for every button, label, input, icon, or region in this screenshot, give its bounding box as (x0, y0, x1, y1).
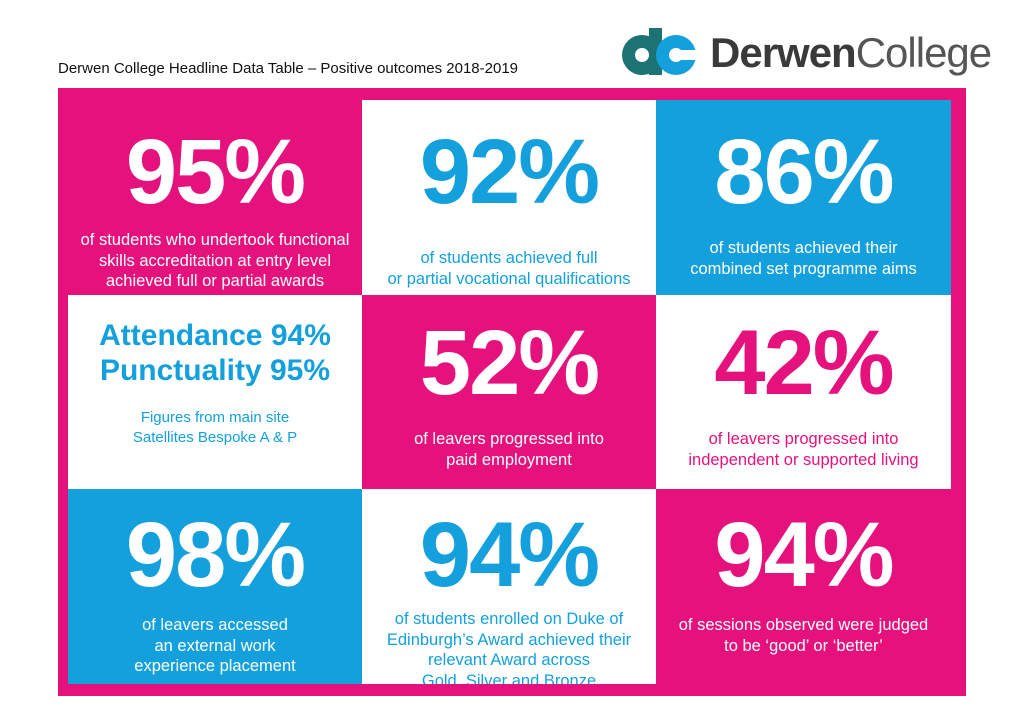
desc-line: independent or supported living (688, 450, 919, 469)
page-title: Derwen College Headline Data Table – Pos… (58, 60, 519, 77)
dc-logo-icon (622, 28, 698, 75)
college-logo: DerwenCollege (620, 28, 992, 78)
cell-paid-employment: 52% of leavers progressed into paid empl… (362, 295, 656, 489)
desc-line: skills accreditation at entry level (98, 251, 331, 270)
desc-line: of students achieved full (420, 249, 598, 267)
desc-line: of students achieved their (709, 239, 898, 257)
cell-duke-of-edinburgh: 94% of students enrolled on Duke of Edin… (362, 489, 656, 684)
stat-description: of leavers accessed an external work exp… (126, 615, 303, 677)
note-line: Figures from main site (140, 409, 290, 426)
desc-line: of leavers progressed into (708, 430, 899, 448)
desc-line: of leavers accessed (142, 616, 288, 634)
cell-work-experience: 98% of leavers accessed an external work… (68, 489, 362, 684)
desc-line: of leavers progressed into (414, 430, 604, 448)
cell-functional-skills: 95% of students who undertook functional… (68, 100, 362, 295)
desc-line: of sessions observed were judged (678, 616, 929, 634)
stat-description: of students achieved full or partial voc… (379, 248, 638, 289)
stat-value: 98% (125, 504, 306, 606)
data-table-grid: 95% of students who undertook functional… (68, 100, 951, 684)
stat-value: 92% (419, 121, 600, 223)
note-line: Satellites Bespoke A & P (132, 428, 298, 446)
stat-value: 86% (714, 121, 894, 223)
desc-line: or partial vocational qualifications (387, 269, 631, 288)
attendance-punctuality: Attendance 94% Punctuality 95% (99, 319, 331, 388)
stat-value: 52% (419, 312, 600, 414)
cell-vocational: 92% of students achieved full or partial… (362, 100, 656, 295)
desc-line: achieved full or partial awards (105, 272, 325, 291)
cell-independent-living: 42% of leavers progressed into independe… (656, 295, 951, 489)
cell-sessions-observed: 94% of sessions observed were judged to … (656, 489, 951, 684)
stat-description: of students enrolled on Duke of Edinburg… (379, 609, 639, 684)
stat-description: of students who undertook functional ski… (73, 230, 358, 292)
desc-line: relevant Award across (427, 651, 591, 670)
stat-description: of sessions observed were judged to be ‘… (671, 615, 936, 656)
cell-attendance: Attendance 94% Punctuality 95% Figures f… (68, 295, 362, 489)
logo-wordmark: DerwenCollege (710, 29, 992, 76)
logo-text-college: College (855, 29, 992, 76)
desc-line: Gold, Silver and Bronze (421, 671, 597, 684)
punctuality-stat: Punctuality 95% (99, 353, 331, 387)
desc-line: Edinburgh’s Award achieved their (386, 630, 632, 649)
stat-value: 95% (125, 121, 306, 223)
attendance-stat: Attendance 94% (99, 319, 331, 352)
stat-description: of leavers progressed into independent o… (680, 429, 926, 470)
stat-description: of leavers progressed into paid employme… (406, 429, 612, 470)
stat-value: 42% (714, 312, 894, 414)
figures-note: Figures from main site Satellites Bespok… (133, 408, 297, 447)
desc-line: of students enrolled on Duke of (394, 610, 624, 628)
desc-line: of students who undertook functional (80, 231, 350, 249)
logo-text-derwen: Derwen (710, 29, 857, 76)
desc-line: experience placement (134, 657, 296, 676)
cell-programme-aims: 86% of students achieved their combined … (656, 100, 951, 295)
stat-value: 94% (419, 504, 600, 606)
stat-description: of students achieved their combined set … (682, 238, 925, 279)
desc-line: to be ‘good’ or ‘better’ (724, 636, 883, 655)
desc-line: an external work (154, 636, 276, 655)
desc-line: combined set programme aims (690, 259, 917, 278)
stat-value: 94% (714, 504, 894, 606)
data-table-frame: 95% of students who undertook functional… (58, 88, 966, 696)
desc-line: paid employment (446, 450, 572, 469)
